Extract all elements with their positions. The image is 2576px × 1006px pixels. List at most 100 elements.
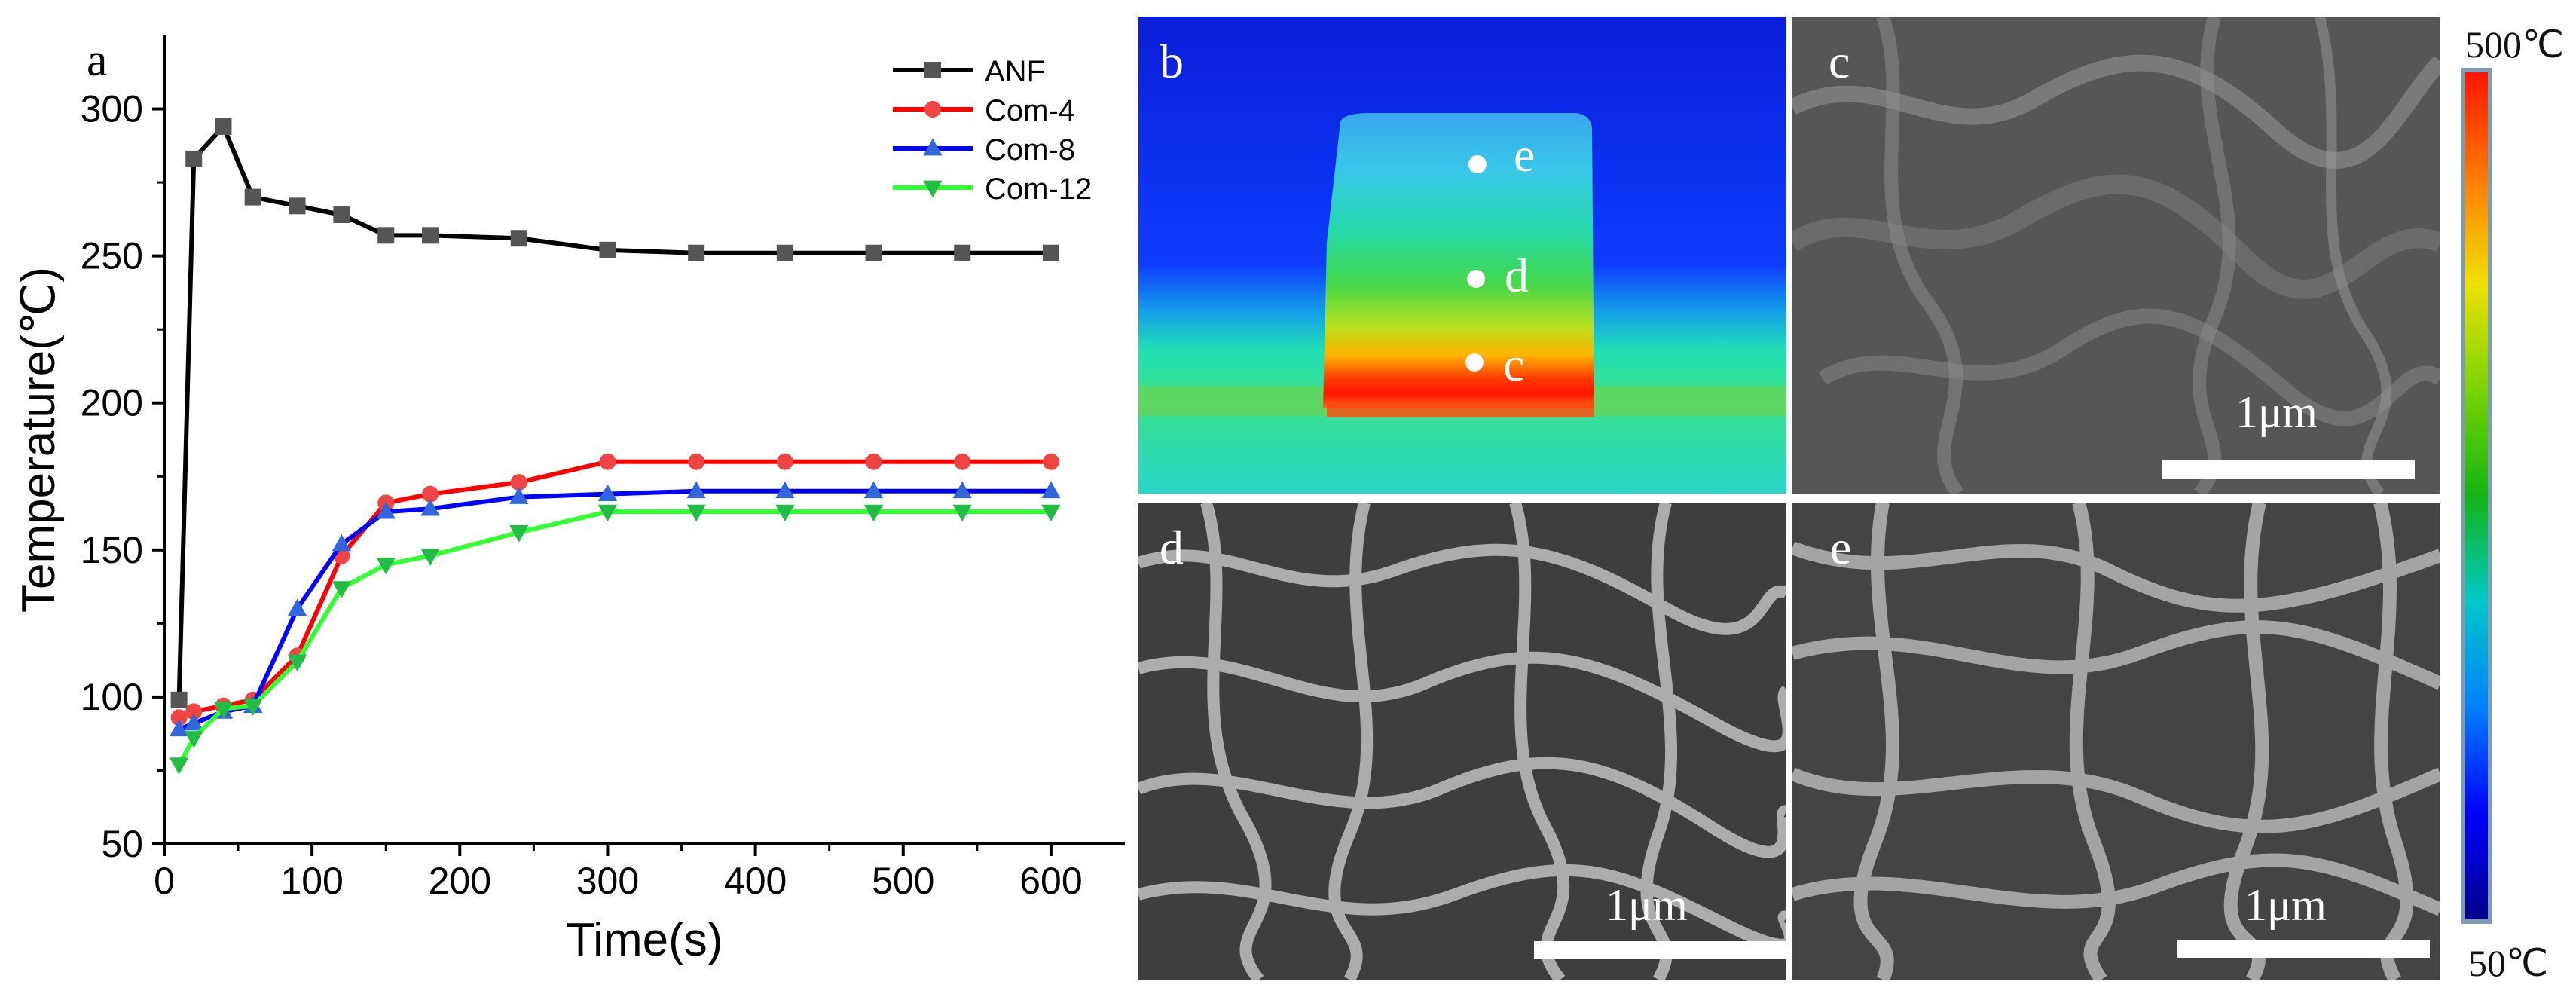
legend-item-com-4: Com-4 bbox=[893, 94, 1075, 127]
y-tick-label: 50 bbox=[101, 823, 143, 865]
data-point-anf bbox=[185, 150, 203, 167]
y-tick-label: 100 bbox=[81, 676, 143, 718]
x-tick-label: 600 bbox=[1019, 860, 1082, 902]
x-tick-label: 500 bbox=[872, 860, 934, 902]
point-label-e: e bbox=[1514, 128, 1536, 182]
series-line-com-8 bbox=[178, 488, 1051, 732]
data-point-com-12 bbox=[376, 557, 396, 575]
legend-marker-com-4 bbox=[924, 101, 941, 118]
data-point-anf bbox=[599, 241, 616, 258]
colorbar-max-label: 500℃ bbox=[2465, 23, 2565, 66]
series-com-12 bbox=[169, 504, 1061, 775]
data-point-anf bbox=[510, 230, 527, 247]
legend-item-anf: ANF bbox=[893, 55, 1045, 88]
data-point-anf bbox=[244, 188, 261, 206]
legend-label-anf: ANF bbox=[985, 55, 1045, 88]
scale-label-c: 1μm bbox=[2235, 387, 2318, 437]
scale-bar-d bbox=[1534, 941, 1786, 959]
panel-label-c: c bbox=[1829, 35, 1850, 88]
point-label-c: c bbox=[1503, 338, 1525, 391]
data-point-com-8 bbox=[287, 598, 307, 616]
scale-bar-c bbox=[2162, 460, 2415, 479]
scale-label-e: 1μm bbox=[2244, 880, 2327, 930]
series-line-anf bbox=[176, 124, 1051, 700]
data-point-anf bbox=[954, 244, 971, 261]
sem-panel-c: c 1μm bbox=[1792, 17, 2440, 494]
y-tick-label: 250 bbox=[81, 235, 143, 277]
legend-label-com-4: Com-4 bbox=[985, 94, 1075, 127]
legend-label-com-12: Com-12 bbox=[985, 173, 1092, 206]
data-point-anf bbox=[776, 244, 793, 261]
data-point-com-8 bbox=[420, 498, 440, 516]
data-point-com-4 bbox=[776, 453, 793, 470]
colorbar bbox=[2461, 68, 2492, 924]
x-tick-label: 100 bbox=[280, 860, 343, 902]
data-point-com-4 bbox=[865, 453, 882, 470]
data-point-com-12 bbox=[287, 654, 307, 672]
legend-marker-com-8 bbox=[923, 138, 943, 156]
series-com-4 bbox=[170, 453, 1059, 726]
sem-panel-d: d 1μm bbox=[1138, 503, 1786, 980]
data-point-com-12 bbox=[597, 504, 618, 522]
data-point-com-8 bbox=[332, 534, 352, 552]
data-point-com-8 bbox=[775, 481, 795, 499]
series-anf bbox=[170, 118, 1059, 708]
sem-image-d bbox=[1138, 503, 1786, 980]
sem-panel-e: e 1μm bbox=[1792, 503, 2440, 980]
data-point-com-12 bbox=[169, 757, 189, 775]
data-point-com-8 bbox=[1041, 481, 1061, 499]
data-point-anf bbox=[377, 227, 395, 244]
panel-label-b: b bbox=[1160, 35, 1184, 88]
data-point-com-12 bbox=[863, 504, 884, 522]
data-point-com-8 bbox=[952, 481, 972, 499]
series-line-com-12 bbox=[176, 509, 1051, 766]
data-point-com-4 bbox=[599, 453, 616, 470]
y-tick-label: 300 bbox=[81, 88, 143, 130]
data-point-com-12 bbox=[1041, 504, 1061, 522]
data-point-anf bbox=[170, 691, 188, 708]
point-marker-c bbox=[1465, 353, 1484, 372]
data-point-com-4 bbox=[185, 703, 203, 720]
thermal-image bbox=[1138, 17, 1786, 494]
thermal-image-panel: b e d c bbox=[1138, 17, 1786, 494]
x-tick-label: 400 bbox=[724, 860, 787, 902]
data-point-com-4 bbox=[422, 485, 439, 503]
temperature-chart: 0 100 200 300 400 500 600 50 100 150 200 250 300 Time… bbox=[13, 35, 1125, 966]
data-point-anf bbox=[1042, 244, 1059, 261]
data-point-com-8 bbox=[376, 501, 396, 519]
data-point-com-4 bbox=[954, 453, 971, 470]
data-point-com-8 bbox=[686, 481, 706, 499]
panel-label-e: e bbox=[1830, 521, 1852, 574]
point-marker-d bbox=[1467, 270, 1485, 288]
data-point-com-12 bbox=[243, 699, 263, 716]
x-tick-label: 300 bbox=[576, 860, 639, 902]
x-tick-label: 200 bbox=[429, 860, 491, 902]
data-point-anf bbox=[422, 227, 439, 244]
y-tick-label: 200 bbox=[81, 382, 143, 424]
data-point-com-4 bbox=[1042, 453, 1059, 470]
sem-image-e bbox=[1792, 503, 2440, 980]
data-point-com-8 bbox=[169, 719, 189, 737]
y-axis-label: Temperature(℃) bbox=[13, 267, 65, 613]
series-com-8 bbox=[169, 481, 1061, 737]
legend-marker-com-12 bbox=[923, 180, 943, 198]
data-point-anf bbox=[865, 244, 882, 261]
legend-marker-anf bbox=[924, 62, 941, 78]
data-point-anf bbox=[215, 118, 232, 135]
x-tick-label: 0 bbox=[154, 860, 175, 902]
data-point-anf bbox=[289, 197, 306, 215]
point-marker-e bbox=[1468, 155, 1487, 173]
point-label-d: d bbox=[1505, 249, 1529, 302]
data-point-com-12 bbox=[213, 702, 234, 719]
data-point-com-4 bbox=[510, 474, 527, 491]
data-point-com-8 bbox=[863, 481, 884, 499]
data-point-com-12 bbox=[952, 504, 972, 522]
data-point-com-4 bbox=[170, 709, 188, 726]
data-point-com-12 bbox=[509, 525, 529, 543]
panel-label-d: d bbox=[1160, 521, 1184, 574]
scale-bar-e bbox=[2177, 940, 2430, 958]
data-point-com-12 bbox=[332, 581, 352, 598]
x-axis-label: Time(s) bbox=[567, 914, 723, 966]
data-point-com-8 bbox=[597, 484, 618, 502]
data-point-anf bbox=[688, 244, 705, 261]
